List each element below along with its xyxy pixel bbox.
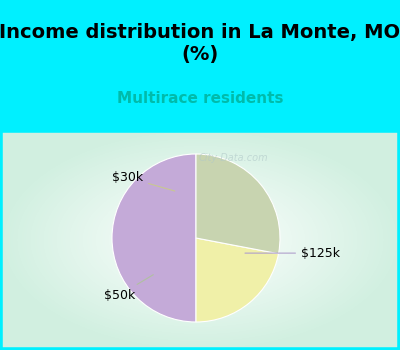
Text: $50k: $50k — [104, 275, 153, 302]
Text: $125k: $125k — [245, 247, 340, 260]
Text: Multirace residents: Multirace residents — [117, 91, 283, 106]
Wedge shape — [196, 154, 280, 254]
Wedge shape — [196, 238, 278, 322]
Wedge shape — [112, 154, 196, 322]
Text: City-Data.com: City-Data.com — [199, 153, 269, 163]
Text: Income distribution in La Monte, MO
(%): Income distribution in La Monte, MO (%) — [0, 23, 400, 64]
Text: $30k: $30k — [112, 171, 175, 191]
